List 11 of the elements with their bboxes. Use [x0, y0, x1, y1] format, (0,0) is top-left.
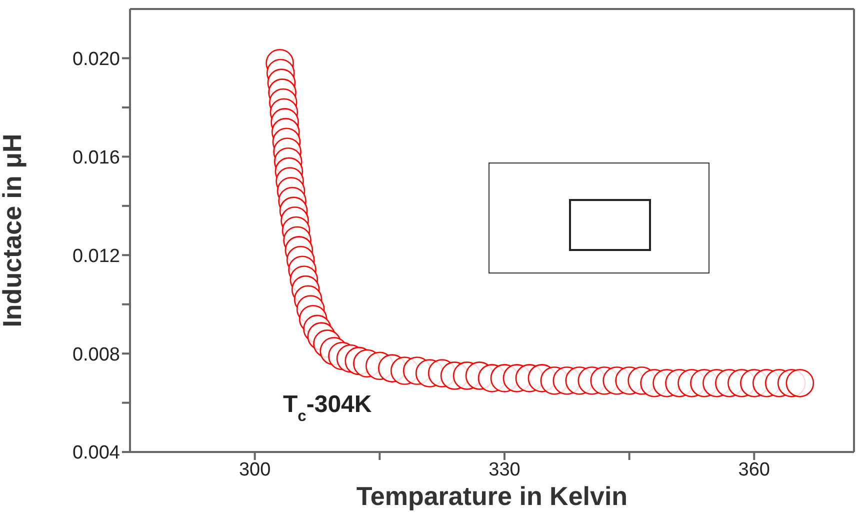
y-tick-label: 0.012	[72, 246, 120, 267]
y-tick-label: 0.008	[72, 344, 120, 366]
y-axis-title: Inductace in μH	[0, 134, 28, 328]
x-axis-title: Temparature in Kelvin	[356, 481, 628, 511]
annotation: T$_{c}$-304K	[283, 391, 372, 424]
y-tick-label: 0.020	[72, 48, 120, 70]
y-tick-label: 0.004	[72, 442, 120, 464]
x-tick-label: 360	[738, 459, 770, 480]
y-tick-label: 0.016	[72, 147, 120, 168]
x-tick-label: 300	[238, 459, 271, 480]
x-tick-label: 330	[488, 459, 520, 480]
